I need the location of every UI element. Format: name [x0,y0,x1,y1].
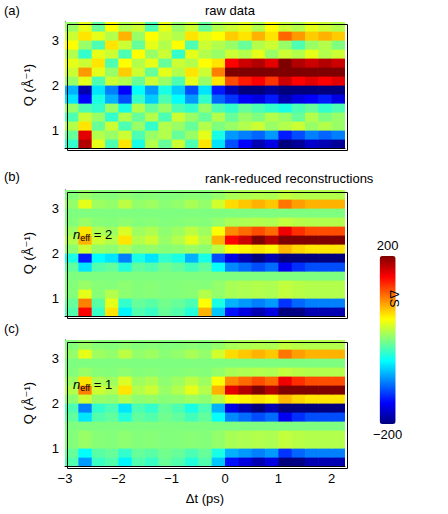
svg-text:0: 0 [221,471,228,486]
svg-text:ΔS: ΔS [387,290,402,308]
svg-text:rank-reduced reconstructions: rank-reduced reconstructions [205,171,374,186]
svg-text:2: 2 [52,78,59,93]
svg-text:−3: −3 [58,471,73,486]
svg-text:eff: eff [80,233,90,243]
svg-text:eff: eff [80,383,90,393]
svg-text:Δt (ps): Δt (ps) [186,491,224,506]
svg-text:Q (Å⁻¹): Q (Å⁻¹) [21,232,36,274]
svg-text:1: 1 [275,471,282,486]
svg-text:n: n [73,377,80,392]
svg-text:3: 3 [52,201,59,216]
svg-text:Q (Å⁻¹): Q (Å⁻¹) [21,64,36,106]
svg-text:raw data: raw data [205,3,256,18]
svg-text:= 1: = 1 [90,377,112,392]
svg-text:−1: −1 [164,471,179,486]
svg-text:−200: −200 [373,427,402,442]
svg-text:(c): (c) [4,321,19,336]
svg-text:(b): (b) [4,169,20,184]
svg-text:2: 2 [328,471,335,486]
svg-text:(a): (a) [4,3,20,18]
svg-text:−2: −2 [111,471,126,486]
svg-text:3: 3 [52,33,59,48]
svg-text:Q (Å⁻¹): Q (Å⁻¹) [21,382,36,424]
svg-text:n: n [73,227,80,242]
svg-text:1: 1 [52,291,59,306]
svg-text:3: 3 [52,351,59,366]
svg-text:= 2: = 2 [90,227,112,242]
svg-text:2: 2 [52,396,59,411]
svg-text:1: 1 [52,123,59,138]
svg-text:2: 2 [52,246,59,261]
svg-text:1: 1 [52,441,59,456]
svg-text:200: 200 [377,238,399,253]
